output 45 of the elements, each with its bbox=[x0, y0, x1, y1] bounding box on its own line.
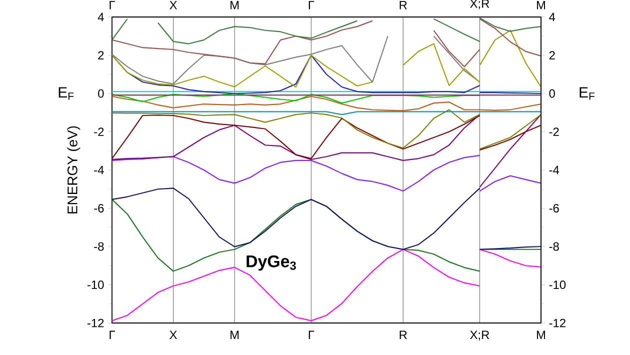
y2-tick-label: 4 bbox=[549, 12, 556, 22]
line-series bbox=[479, 248, 542, 268]
category-label: R bbox=[400, 1, 407, 10]
line-series bbox=[479, 175, 542, 192]
text: E$_{F}$ bbox=[58, 87, 74, 100]
x-tick-label: M bbox=[537, 330, 545, 339]
line-series bbox=[479, 114, 542, 188]
y-tick-label: 0 bbox=[98, 89, 104, 98]
annotation: DyGe$_{3}$ bbox=[246, 255, 296, 271]
x-tick-label: X bbox=[170, 330, 178, 339]
line-series bbox=[479, 30, 542, 88]
y2-tick-label: -8 bbox=[549, 242, 559, 251]
line-series bbox=[479, 114, 542, 150]
line-series bbox=[112, 109, 480, 149]
line-series bbox=[479, 17, 542, 32]
line-series bbox=[479, 18, 542, 57]
y2-tick-label: -2 bbox=[549, 128, 559, 136]
y-tick-label: -10 bbox=[87, 280, 104, 289]
y-tick-label: -6 bbox=[94, 204, 104, 212]
x-tick-label: M bbox=[230, 330, 239, 339]
y2-tick-label: 2 bbox=[549, 51, 555, 60]
y-tick-label: -12 bbox=[87, 318, 104, 328]
y2-tick-label: -6 bbox=[549, 204, 559, 212]
line-series bbox=[112, 154, 480, 192]
y2-tick-label: -12 bbox=[549, 318, 566, 328]
y-tick-label: 4 bbox=[98, 12, 104, 22]
category-label: Γ bbox=[308, 0, 314, 10]
y-tick-label: -2 bbox=[94, 128, 104, 136]
line-series bbox=[479, 124, 542, 150]
y-axis-title: ENERGY (eV) bbox=[67, 126, 80, 214]
category-label: Γ bbox=[110, 0, 115, 10]
y2-tick-label: 0 bbox=[549, 89, 555, 98]
y2-tick-label: -4 bbox=[549, 166, 560, 174]
text: E$_{F}$ bbox=[580, 87, 594, 100]
x-tick-label: R bbox=[400, 330, 407, 339]
category-label: X bbox=[170, 1, 178, 10]
y-tick-label: 2 bbox=[98, 51, 104, 60]
category-label: M bbox=[230, 1, 239, 10]
y-tick-label: -8 bbox=[94, 242, 104, 251]
y-tick-label: -4 bbox=[94, 166, 104, 174]
x-tick-label: Γ bbox=[110, 330, 115, 340]
x-tick-label: Γ bbox=[308, 330, 314, 340]
x-tick-label: X;R bbox=[470, 330, 490, 341]
y2-tick-label: -10 bbox=[549, 280, 566, 289]
category-label: M bbox=[537, 1, 545, 10]
